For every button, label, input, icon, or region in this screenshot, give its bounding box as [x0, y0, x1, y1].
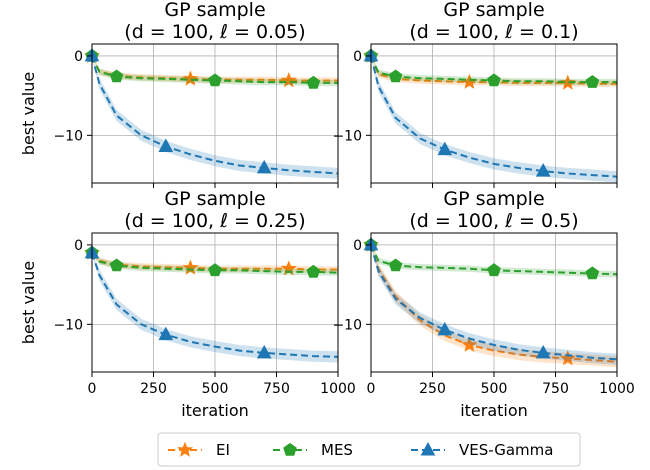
subplot-3: 0 250 500 750 1000 0 −10 GP sample(d = 100, ℓ =…: [19, 188, 356, 420]
marker-mes: [585, 266, 600, 280]
x-tick-label: 0: [367, 381, 376, 397]
marker-ei: [182, 70, 199, 86]
x-tick-label: 250: [140, 381, 167, 397]
marker-mes: [585, 74, 600, 88]
series-line-mes: [370, 55, 617, 84]
legend-label: VES-Gamma: [459, 441, 553, 459]
marker-ves-gamma: [437, 141, 453, 156]
marker-ves-gamma: [158, 326, 174, 341]
y-tick-label: −10: [332, 317, 362, 333]
marker-ei: [461, 336, 478, 352]
marker-ves-gamma: [256, 159, 272, 174]
subplot-title: GP sample: [164, 0, 265, 21]
series-line-ves-gamma: [91, 252, 339, 358]
x-tick-label: 750: [263, 381, 290, 397]
marker-mes: [388, 258, 403, 272]
band-ves-gamma: [92, 55, 338, 179]
subplot-4: 0 250 500 750 1000 0 −10 GP sample(d = 100, ℓ =…: [332, 188, 634, 420]
marker-ves-gamma: [256, 344, 272, 359]
x-tick-label: 250: [419, 381, 446, 397]
x-axis-label: iteration: [460, 401, 528, 420]
subplot-title: GP sample: [164, 188, 265, 210]
marker-mes: [487, 73, 501, 87]
marker-ves-gamma: [437, 321, 453, 336]
series-line-ves-gamma: [370, 55, 618, 178]
legend-label: MES: [321, 441, 353, 459]
marker-ves-gamma: [535, 163, 551, 177]
y-tick-label: 0: [74, 238, 83, 254]
marker-ei: [280, 72, 297, 88]
y-tick-label: 0: [353, 238, 362, 254]
legend-marker-ei: [176, 441, 194, 457]
marker-ei: [182, 259, 199, 275]
x-tick-label: 750: [542, 381, 569, 397]
marker-mes: [306, 264, 321, 278]
y-tick-label: −10: [53, 317, 83, 333]
x-axis-label: iteration: [181, 401, 249, 420]
series-line-ves-gamma: [370, 244, 618, 361]
subplot-title: GP sample: [443, 0, 544, 21]
marker-mes: [487, 263, 501, 277]
marker-ves-gamma: [535, 344, 551, 359]
subplot-title: (d = 100, ℓ = 0.05): [124, 21, 305, 43]
legend-marker-mes: [283, 442, 297, 456]
band-ei: [371, 244, 617, 368]
legend: EI MES VES-Gamma: [157, 432, 581, 467]
subplot-title: (d = 100, ℓ = 0.1): [409, 21, 578, 43]
x-tick-label: 1000: [320, 381, 356, 397]
series-line-ves-gamma: [91, 55, 339, 175]
band-mes: [371, 244, 617, 278]
marker-mes: [208, 73, 222, 87]
y-axis-label: best value: [19, 261, 38, 344]
y-axis-label: best value: [19, 72, 38, 155]
y-tick-label: 0: [74, 49, 83, 65]
y-tick-label: −10: [332, 128, 362, 144]
marker-mes: [109, 258, 124, 272]
subplot-title: (d = 100, ℓ = 0.5): [409, 210, 578, 232]
marker-ves-gamma: [158, 138, 174, 152]
subplot-title: GP sample: [443, 188, 544, 210]
marker-mes: [306, 75, 321, 89]
legend-box: [157, 432, 581, 467]
x-tick-label: 0: [88, 381, 97, 397]
legend-marker-ves-gamma: [420, 441, 436, 456]
band-ves-gamma: [371, 244, 617, 365]
legend-label: EI: [216, 441, 230, 459]
x-tick-label: 1000: [599, 381, 635, 397]
x-tick-label: 500: [202, 381, 229, 397]
marker-mes: [109, 69, 124, 83]
band-mes: [92, 252, 338, 276]
series-line-ei: [370, 244, 618, 363]
y-tick-label: −10: [53, 128, 83, 144]
band-ves-gamma: [371, 55, 617, 183]
subplot-1: 0 −10 GP sample(d = 100, ℓ = 0.05) best val…: [19, 0, 339, 188]
band-ei: [92, 55, 338, 84]
y-tick-label: 0: [353, 49, 362, 65]
x-tick-label: 500: [481, 381, 508, 397]
marker-ei: [559, 350, 576, 366]
subplot-2: 0 −10 GP sample(d = 100, ℓ = 0.1): [332, 0, 618, 188]
marker-mes: [208, 263, 222, 277]
subplot-title: (d = 100, ℓ = 0.25): [124, 210, 305, 232]
band-ves-gamma: [92, 252, 338, 363]
marker-mes: [388, 69, 403, 83]
marker-ei: [559, 74, 576, 90]
series-line-mes: [370, 244, 618, 276]
series-line-mes: [91, 55, 338, 84]
